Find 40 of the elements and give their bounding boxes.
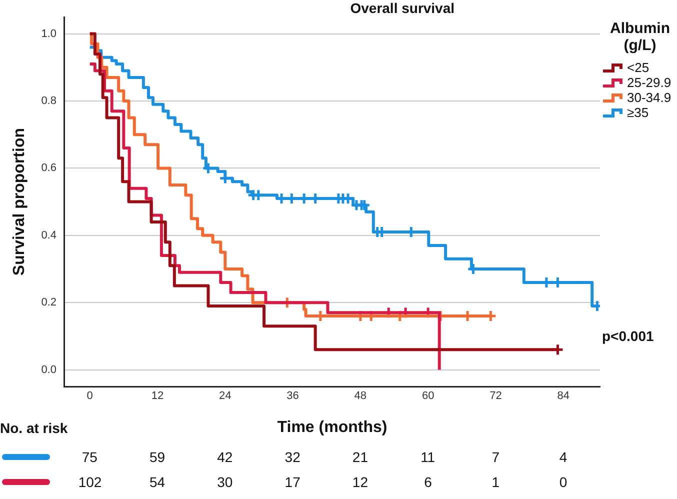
text: p<0.001 — [602, 328, 654, 344]
legend-label: 30-34.9 — [627, 90, 672, 105]
legend-title: Albumin (g/L) — [609, 20, 671, 54]
text: 42 — [217, 448, 233, 465]
x-tick-label: 48 — [354, 390, 367, 402]
y-axis-title: Survival proportion — [11, 128, 28, 276]
text: 102 — [78, 474, 102, 490]
y-tick-label: 0.8 — [41, 95, 56, 108]
text: 7 — [492, 448, 500, 465]
text: 54 — [150, 474, 166, 490]
text: 21 — [352, 448, 368, 465]
x-tick-label: 12 — [151, 390, 164, 402]
legend-label: 25-29.9 — [627, 75, 672, 90]
legend-label: <25 — [627, 60, 650, 75]
text: 12 — [352, 474, 368, 490]
text: 0 — [559, 474, 568, 490]
x-tick-label: 24 — [219, 390, 232, 402]
text: 59 — [150, 448, 166, 465]
text: No. at risk — [0, 420, 68, 436]
y-tick-label: 0.6 — [41, 162, 56, 174]
text: 1 — [492, 474, 500, 490]
x-axis-title: Time (months) — [277, 418, 388, 436]
y-tick-label: 0.2 — [41, 296, 56, 309]
y-tick-label: 0.0 — [41, 364, 56, 376]
text: 32 — [284, 448, 300, 465]
y-tick-label: 1.0 — [41, 28, 56, 40]
x-tick-label: 60 — [422, 390, 434, 402]
text: 17 — [284, 474, 300, 490]
text: 75 — [82, 448, 98, 465]
text: 6 — [424, 474, 432, 490]
chart-title: Overall survival — [350, 0, 455, 16]
legend-label: ≥35 — [627, 105, 649, 120]
x-tick-label: 84 — [557, 390, 570, 402]
x-tick-label: 36 — [286, 390, 299, 402]
y-tick-label: 0.4 — [41, 229, 56, 242]
text: 30 — [217, 474, 233, 490]
text: 11 — [420, 448, 436, 465]
x-tick-label: 0 — [86, 390, 93, 402]
text: 4 — [559, 448, 568, 465]
x-tick-label: 72 — [490, 390, 502, 402]
